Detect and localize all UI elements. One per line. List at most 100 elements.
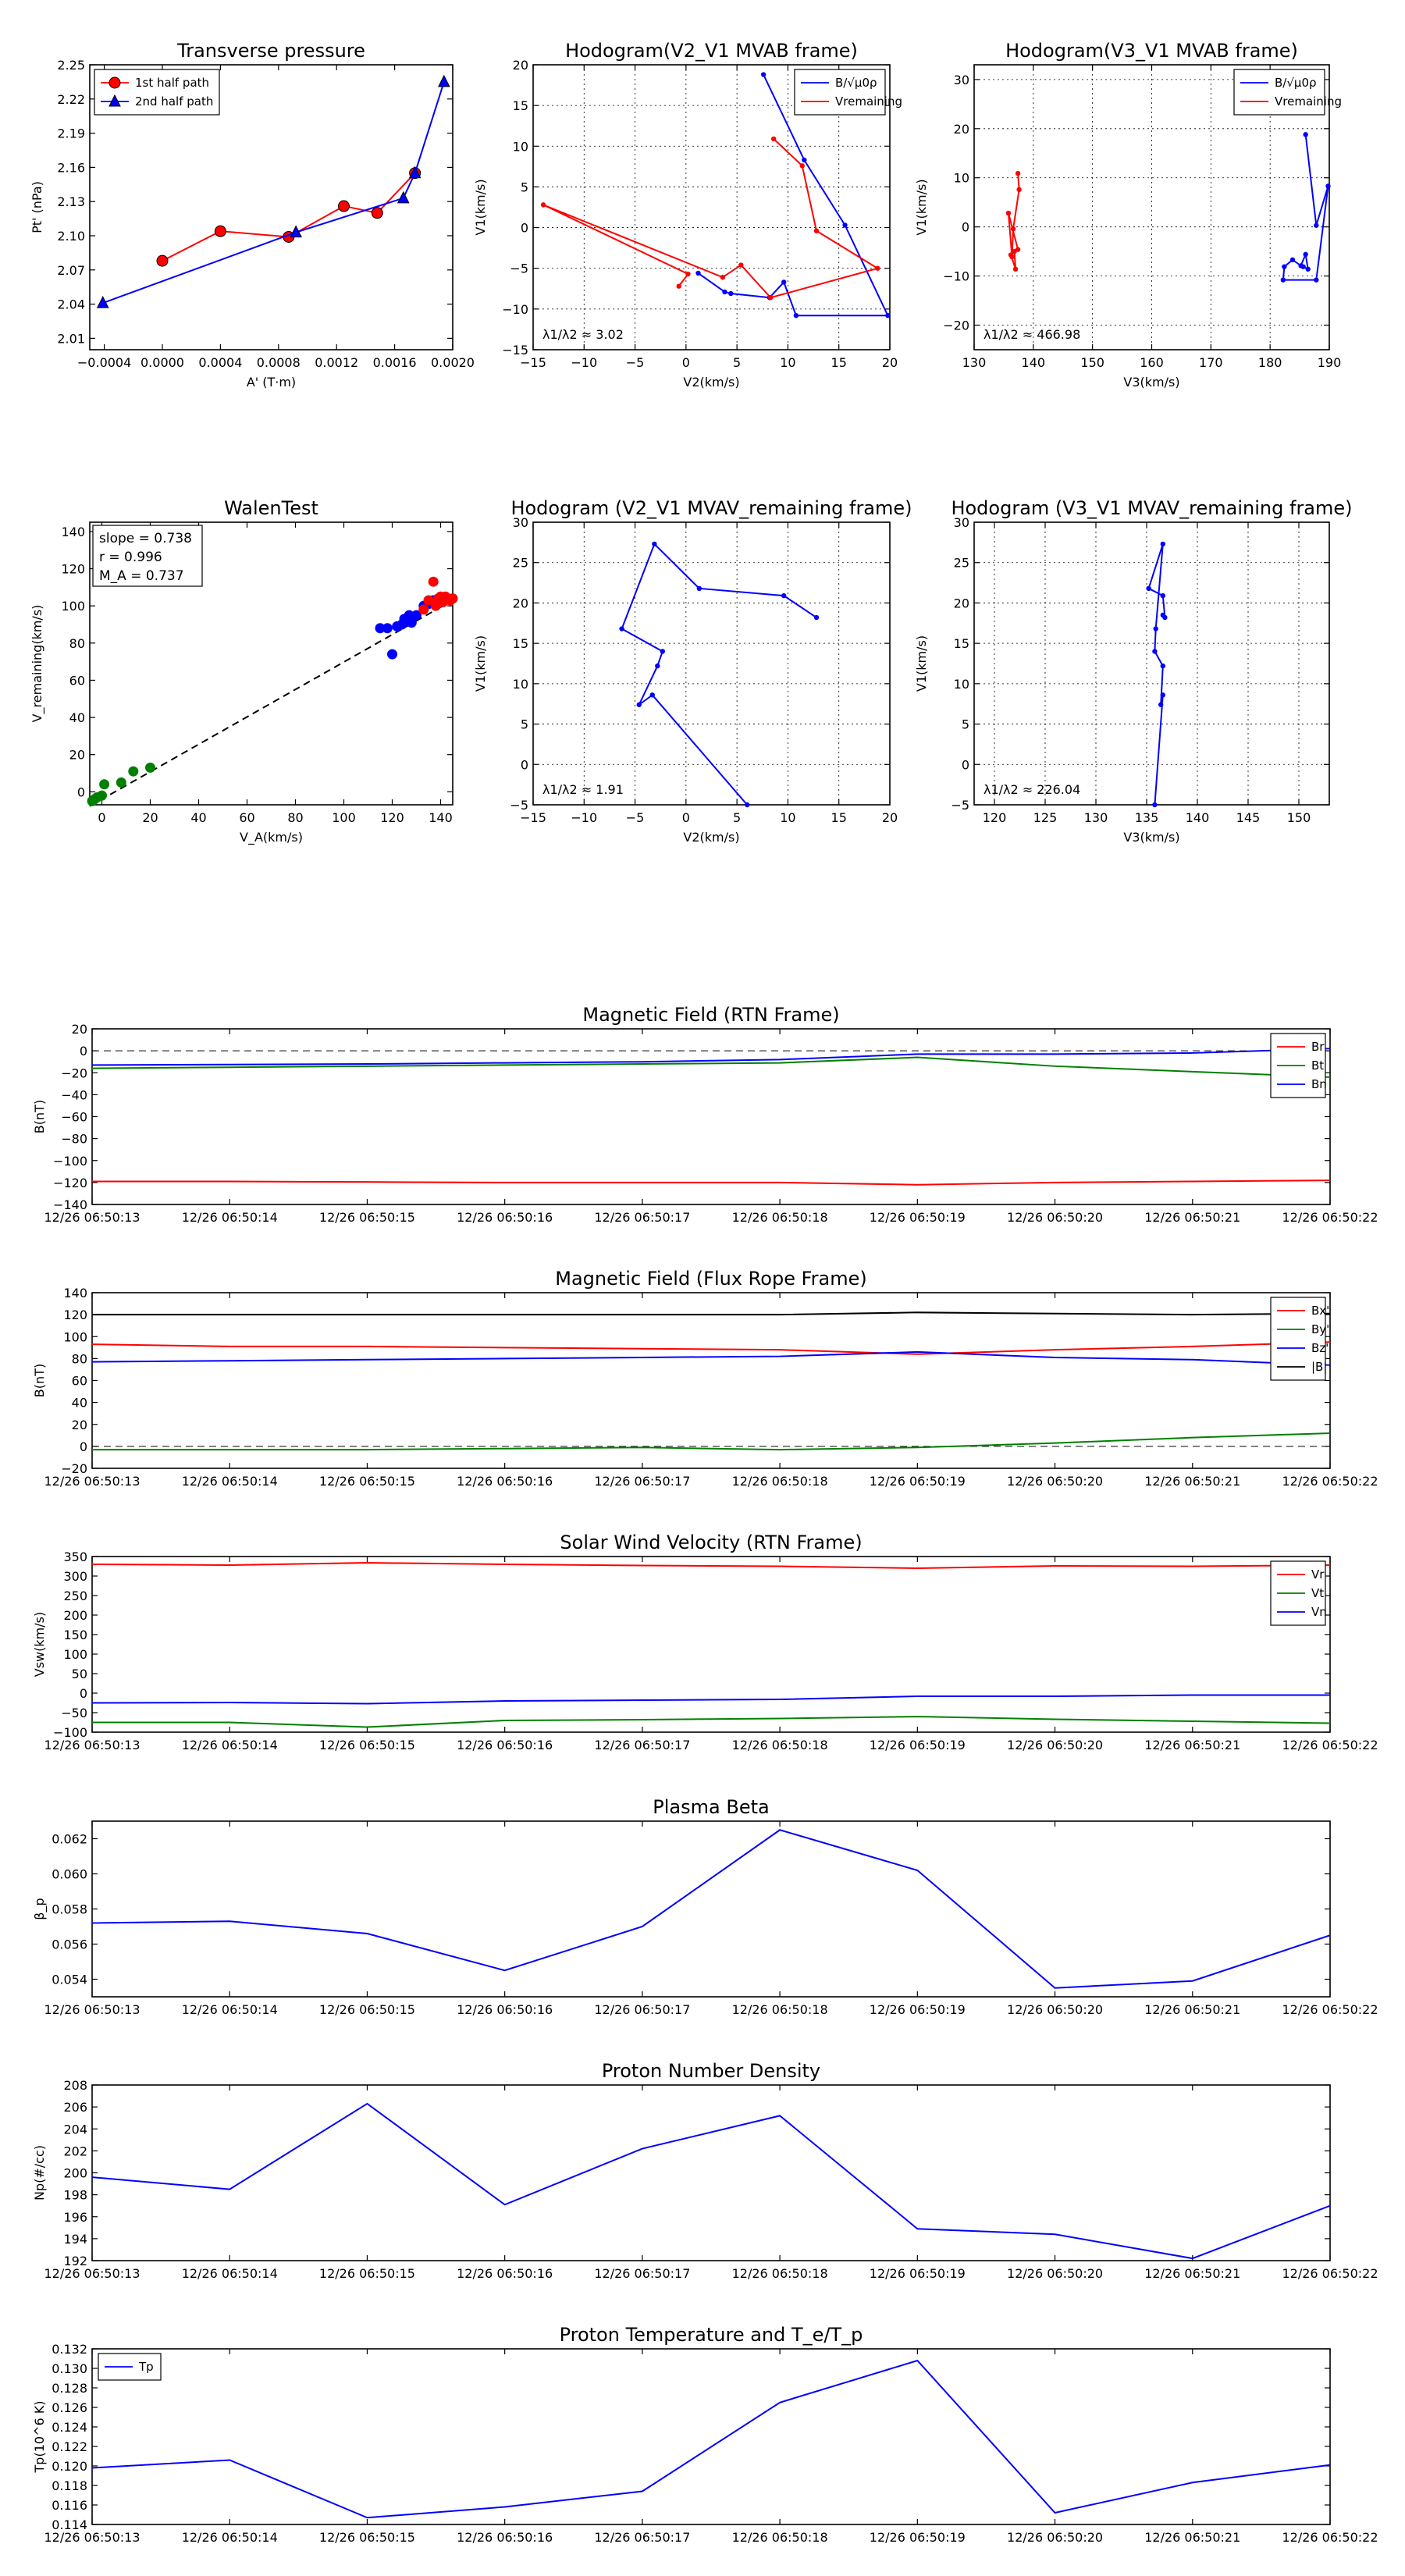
y-tick-label: 0.124 [52, 2420, 87, 2435]
y-tick-label: 140 [63, 1286, 87, 1300]
x-tick-label: 12/26 06:50:13 [44, 2530, 140, 2545]
x-tick-label: 12/26 06:50:19 [870, 1474, 966, 1489]
data-point [1300, 264, 1306, 269]
chart-title: Transverse pressure [176, 40, 365, 62]
legend-label: Br [1311, 1040, 1325, 1054]
y-axis-label: V1(km/s) [914, 179, 929, 235]
x-tick-label: 140 [1186, 810, 1210, 825]
x-tick-label: 12/26 06:50:18 [732, 1474, 828, 1489]
y-tick-label: 15 [513, 98, 528, 113]
beta-chart: 12/26 06:50:13 12/26 06:50:14 12/26 06:50:… [32, 1796, 1378, 2017]
data-point [685, 271, 691, 277]
scatter-point [116, 777, 126, 788]
x-tick-label: 12/26 06:50:20 [1007, 1210, 1103, 1225]
y-axis-label: B(nT) [32, 1364, 47, 1397]
data-point [1015, 170, 1021, 176]
x-tick-label: −15 [520, 355, 546, 370]
y-axis-label: V1(km/s) [473, 179, 488, 235]
x-tick-label: 12/26 06:50:16 [457, 1738, 553, 1752]
data-point [1280, 277, 1286, 283]
x-tick-label: 130 [1084, 810, 1108, 825]
y-axis-label: Vsw(km/s) [32, 1612, 47, 1677]
data-point [695, 270, 701, 276]
chart-title: Plasma Beta [653, 1796, 769, 1818]
series-line [91, 1829, 1331, 1989]
y-tick-label: 20 [954, 122, 969, 137]
data-point [660, 649, 666, 654]
legend-box [794, 69, 886, 116]
x-tick-label: 12/26 06:50:18 [732, 2266, 828, 2281]
scatter-point [99, 779, 110, 790]
x-tick-label: 60 [239, 810, 254, 825]
x-tick-label: 12/26 06:50:16 [457, 2530, 553, 2545]
series-line [91, 1056, 1331, 1078]
data-point [1158, 702, 1164, 707]
y-tick-label: 140 [61, 525, 85, 539]
x-tick-label: −0.0004 [77, 355, 131, 370]
y-tick-label: 30 [954, 515, 969, 530]
pt-chart: −0.0004 0.0000 0.0004 0.0008 0.0012 0.0016 0.0… [30, 40, 475, 390]
y-tick-label: 10 [513, 139, 528, 154]
data-point [652, 541, 657, 547]
data-point [655, 663, 660, 669]
y-tick-label: 0.128 [52, 2381, 87, 2396]
y-tick-label: 20 [72, 1418, 87, 1432]
data-point [96, 296, 109, 308]
x-tick-label: 12/26 06:50:22 [1282, 1210, 1378, 1225]
x-tick-label: 130 [962, 355, 987, 370]
legend-marker [108, 94, 121, 107]
x-tick-label: 12/26 06:50:18 [732, 2530, 828, 2545]
data-point [1008, 252, 1014, 258]
x-tick-label: 12/26 06:50:14 [182, 2530, 278, 2545]
x-tick-label: 12/26 06:50:13 [44, 1474, 140, 1489]
x-axis-label: V3(km/s) [1123, 375, 1179, 390]
x-axis-label: V3(km/s) [1123, 830, 1179, 845]
y-tick-label: 100 [63, 1647, 87, 1662]
walen-chart: 0 20 40 60 80 100 120 140 0 20 40 60 80 100 120 140 Wale… [30, 497, 458, 845]
data-point [649, 692, 655, 698]
data-point [696, 585, 702, 592]
y-tick-label: 20 [954, 596, 969, 610]
data-point [1314, 277, 1319, 283]
x-tick-label: 5 [733, 355, 741, 370]
series-line [1147, 543, 1166, 806]
axes-frame [532, 64, 891, 350]
x-tick-label: 0 [682, 355, 690, 370]
scatter-point [406, 617, 417, 628]
series-line [91, 1350, 1331, 1366]
y-tick-label: −20 [61, 1461, 87, 1476]
chart-title: Hodogram(V3_V1 MVAB frame) [1005, 40, 1298, 62]
y-tick-label: 40 [72, 1396, 87, 1411]
y-tick-label: −100 [53, 1154, 87, 1169]
y-tick-label: 30 [954, 73, 969, 87]
legend-label: Vremaining [1275, 94, 1342, 109]
x-tick-label: 190 [1318, 355, 1342, 370]
y-tick-label: 202 [63, 2144, 87, 2158]
y-tick-label: 2.07 [57, 263, 85, 278]
x-tick-label: 150 [1080, 355, 1104, 370]
x-tick-label: 80 [287, 810, 303, 825]
data-point [793, 313, 799, 318]
x-tick-label: 12/26 06:50:14 [182, 1210, 278, 1225]
eigen-ratio-annotation: λ1/λ2 ≈ 466.98 [984, 327, 1080, 342]
x-tick-label: 15 [831, 810, 847, 825]
y-tick-label: −5 [951, 798, 969, 813]
y-axis-label: Tp(10^6 K) [32, 2401, 47, 2474]
y-tick-label: 20 [513, 58, 528, 73]
x-tick-label: 160 [1140, 355, 1164, 370]
data-point [1314, 222, 1319, 228]
eigen-ratio-annotation: λ1/λ2 ≈ 226.04 [984, 782, 1080, 797]
legend-label: B/√μ0ρ [835, 76, 877, 90]
x-tick-label: 12/26 06:50:19 [870, 2530, 966, 2545]
y-tick-label: 100 [63, 1329, 87, 1344]
data-point [214, 225, 226, 237]
y-tick-label: 30 [513, 515, 528, 530]
series-line [92, 1179, 1331, 1186]
y-tick-label: 2.16 [57, 160, 85, 175]
y-tick-label: 192 [63, 2254, 87, 2268]
x-tick-label: 20 [882, 355, 898, 370]
y-tick-label: 20 [513, 596, 528, 610]
data-point [1010, 226, 1016, 232]
x-tick-label: 120 [380, 810, 404, 825]
legend-marker [108, 76, 121, 89]
